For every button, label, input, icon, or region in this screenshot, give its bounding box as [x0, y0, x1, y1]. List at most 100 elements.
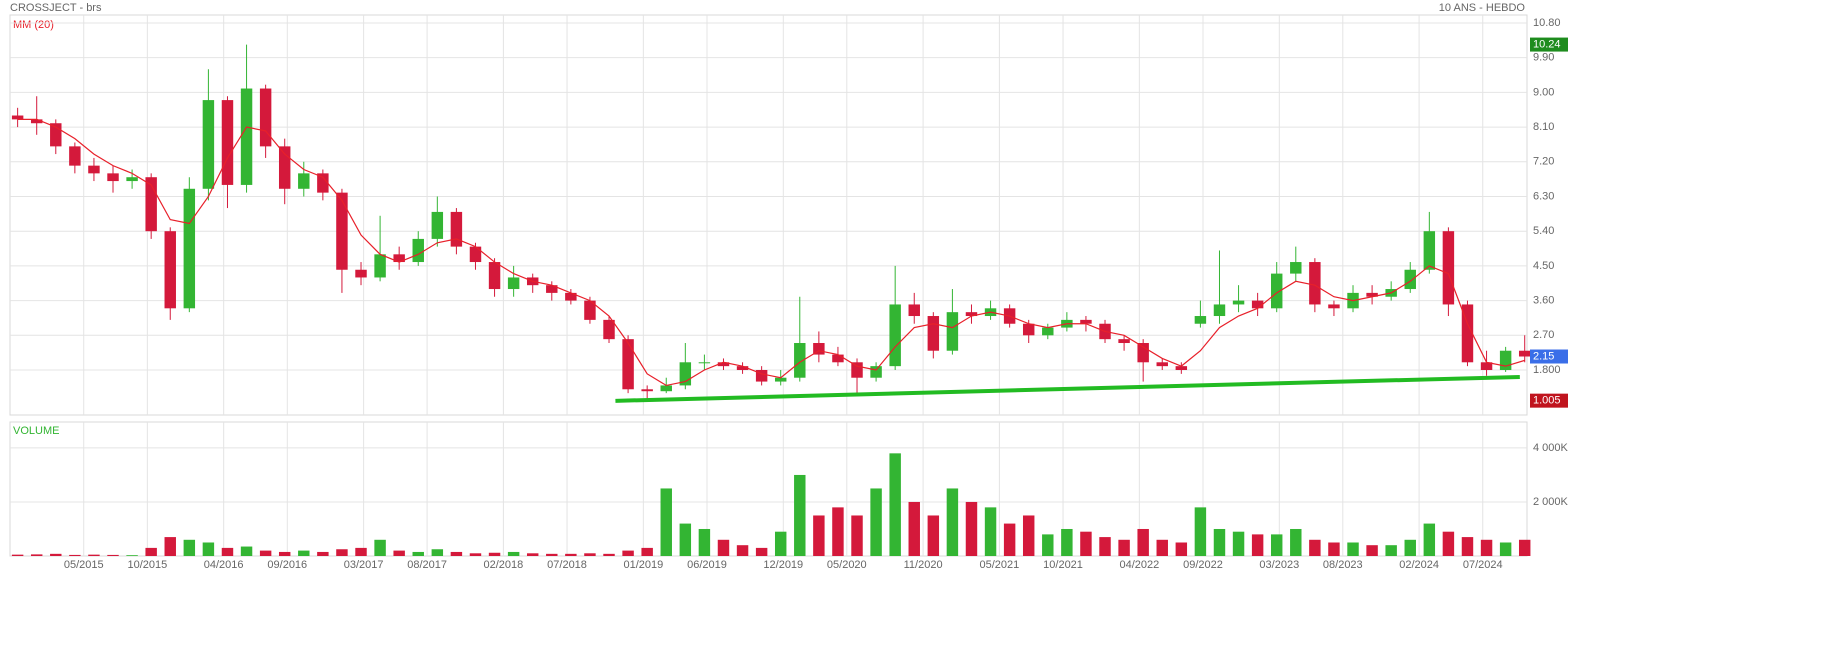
candle-body: [927, 316, 940, 351]
candle-body: [1080, 319, 1092, 324]
x-tick-label: 04/2022: [1119, 559, 1159, 571]
volume-bar: [11, 554, 24, 556]
volume-bar: [1137, 528, 1149, 556]
candle-body: [1518, 350, 1531, 357]
x-tick-label: 07/2018: [547, 559, 587, 571]
candle-body: [278, 146, 291, 189]
volume-bar: [584, 553, 596, 556]
candle-body: [870, 366, 882, 378]
volume-bar: [1061, 528, 1073, 556]
volume-bar: [927, 515, 940, 556]
volume-bar: [794, 474, 806, 556]
volume-bar: [145, 547, 157, 556]
volume-bar: [755, 547, 768, 556]
candle-body: [717, 362, 730, 367]
candle-body: [1499, 350, 1512, 371]
volume-bar: [374, 539, 386, 556]
volume-bar: [450, 551, 463, 556]
candle-body: [374, 254, 386, 278]
candle-body: [221, 100, 234, 185]
volume-bar: [278, 551, 291, 556]
volume-bar: [813, 515, 825, 556]
candle-body: [1480, 362, 1493, 371]
candle-body: [1461, 304, 1474, 363]
x-tick-label: 01/2019: [623, 559, 663, 571]
volume-bar: [50, 553, 62, 556]
volume-bar: [1480, 539, 1493, 556]
candle-body: [450, 211, 463, 247]
volume-bar: [240, 546, 253, 556]
candle-body: [1366, 292, 1378, 297]
candle-body: [69, 146, 81, 166]
volume-bar: [507, 551, 520, 556]
volume-bar: [1499, 542, 1512, 556]
volume-bar: [889, 453, 901, 556]
candle-body: [317, 173, 329, 193]
x-tick-label: 12/2019: [763, 559, 803, 571]
volume-bar: [565, 553, 577, 556]
volume-bar: [546, 553, 558, 556]
x-tick-label: 05/2020: [827, 559, 867, 571]
candle-body: [965, 312, 978, 317]
volume-bar: [469, 553, 482, 556]
volume-bar: [1156, 539, 1168, 556]
candle-body: [565, 292, 577, 301]
volume-bar: [317, 551, 329, 556]
x-tick-label: 09/2022: [1183, 559, 1223, 571]
x-tick-label: 07/2024: [1463, 559, 1503, 571]
volume-bar: [1251, 534, 1264, 556]
volume-bar: [412, 551, 424, 556]
candle-body: [412, 238, 424, 263]
volume-bar: [1328, 542, 1340, 556]
volume-bar: [660, 488, 672, 556]
candle-body: [851, 362, 863, 378]
candle-body: [546, 285, 558, 293]
candle-body: [336, 192, 348, 270]
x-tick-label: 04/2016: [204, 559, 244, 571]
candle-body: [88, 165, 100, 174]
candle-body: [202, 100, 215, 189]
candle-body: [488, 262, 501, 290]
candle-body: [431, 211, 444, 239]
y-tick-label: 7.20: [1533, 156, 1554, 168]
volume-bar: [1423, 523, 1436, 556]
x-tick-label: 10/2015: [127, 559, 167, 571]
price-marker-label: 1.005: [1533, 395, 1561, 407]
y-tick-label: 4.50: [1533, 260, 1554, 272]
candle-body: [240, 88, 253, 185]
volume-bar: [1175, 542, 1188, 556]
y-tick-label: 9.90: [1533, 52, 1554, 64]
candle-body: [1213, 304, 1226, 317]
volume-bar: [431, 549, 444, 556]
volume-bar: [1442, 531, 1455, 556]
x-tick-label: 11/2020: [904, 559, 943, 571]
x-tick-label: 02/2024: [1399, 559, 1439, 571]
x-tick-label: 06/2019: [687, 559, 727, 571]
volume-bar: [88, 554, 100, 556]
candle-body: [698, 362, 711, 364]
candle-body: [813, 343, 825, 355]
x-tick-label: 10/2021: [1043, 559, 1083, 571]
volume-bar: [736, 545, 749, 556]
candle-body: [1118, 339, 1130, 344]
candle-body: [1404, 269, 1416, 290]
candle-body: [603, 319, 615, 340]
volume-bar: [126, 555, 138, 556]
moving-average-line: [17, 118, 1525, 387]
volume-bar: [355, 547, 367, 556]
volume-bar: [641, 547, 653, 556]
candle-body: [584, 300, 596, 320]
volume-bar: [183, 539, 196, 556]
candle-body: [1442, 231, 1455, 305]
y-tick-label: 10.80: [1533, 17, 1561, 29]
candle-body: [183, 188, 196, 309]
candle-body: [1156, 362, 1168, 367]
candle-body: [1175, 366, 1188, 371]
candle-body: [164, 231, 176, 309]
y-tick-label: 5.40: [1533, 225, 1554, 237]
candle-body: [1309, 262, 1321, 305]
candle-body: [1270, 273, 1283, 309]
trendline: [615, 374, 1520, 403]
volume-bar: [717, 539, 730, 556]
